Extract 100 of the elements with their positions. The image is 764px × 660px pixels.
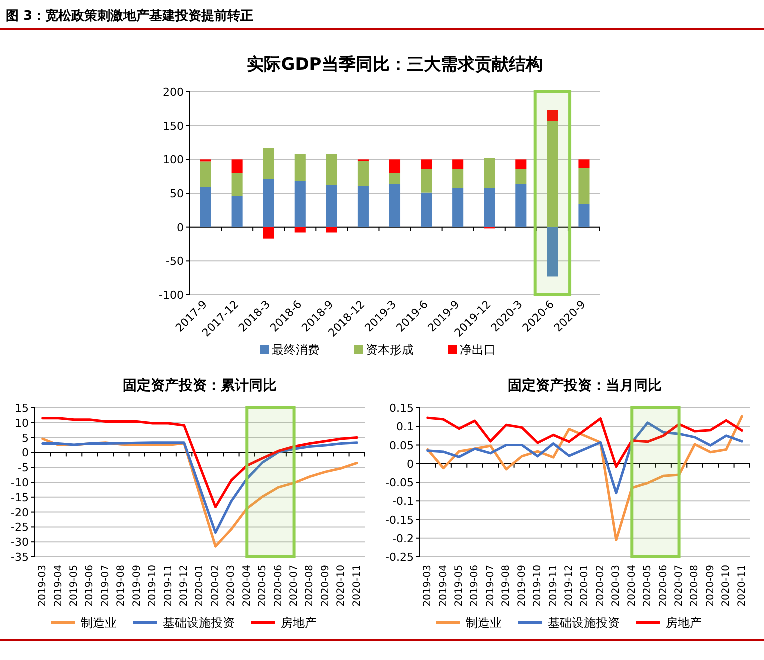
legend-label: 制造业 bbox=[81, 616, 117, 630]
x-tick-label: 2020-05 bbox=[642, 565, 654, 607]
bar bbox=[200, 162, 212, 188]
bar bbox=[516, 184, 527, 228]
x-tick-label: 2019-11 bbox=[548, 565, 560, 607]
bar bbox=[200, 187, 212, 228]
bar bbox=[263, 179, 274, 228]
bar bbox=[232, 160, 243, 174]
bar bbox=[484, 188, 496, 228]
x-tick-label: 2019-04 bbox=[53, 565, 64, 607]
y-tick-label: -0.1 bbox=[392, 495, 414, 508]
x-tick-label: 2020-09 bbox=[320, 565, 332, 607]
bar bbox=[547, 121, 558, 228]
line-series bbox=[42, 417, 358, 508]
x-tick-label: 2019-06 bbox=[84, 565, 96, 607]
y-tick-label: 100 bbox=[163, 154, 184, 167]
y-tick-label: 5 bbox=[22, 432, 29, 445]
x-tick-label: 2019-09 bbox=[132, 565, 143, 607]
bar bbox=[294, 181, 306, 228]
x-tick-label: 2019-07 bbox=[485, 565, 496, 607]
x-tick-label: 2019-12 bbox=[564, 565, 576, 607]
y-tick-label: 0.05 bbox=[390, 439, 414, 452]
bar bbox=[263, 227, 274, 239]
legend-label: 净出口 bbox=[460, 343, 496, 357]
y-tick-label: 0.15 bbox=[390, 402, 414, 415]
bar bbox=[294, 227, 306, 233]
bar bbox=[452, 169, 464, 188]
x-tick-label: 2020-10 bbox=[721, 565, 732, 607]
x-tick-label: 2019-03 bbox=[422, 565, 434, 607]
x-tick-label: 2020-11 bbox=[352, 565, 363, 607]
y-tick-label: -50 bbox=[166, 255, 184, 268]
y-tick-label: 0.1 bbox=[396, 420, 414, 434]
x-tick-label: 2020-03 bbox=[611, 565, 622, 607]
y-tick-label: -30 bbox=[11, 536, 29, 550]
line-series bbox=[426, 416, 744, 468]
x-tick-label: 2019-10 bbox=[148, 565, 159, 607]
x-tick-label: 2020-04 bbox=[242, 565, 253, 607]
y-tick-label: 50 bbox=[170, 188, 184, 200]
y-tick-label: -0.25 bbox=[386, 551, 414, 564]
y-tick-label: 0 bbox=[177, 221, 184, 234]
y-tick-label: 200 bbox=[163, 86, 184, 99]
bar bbox=[516, 160, 527, 170]
bar bbox=[547, 110, 558, 122]
y-tick-label: -25 bbox=[11, 521, 29, 534]
bar bbox=[358, 161, 369, 186]
x-tick-label: 2019-06 bbox=[470, 565, 481, 607]
bar bbox=[547, 227, 558, 277]
x-tick-label: 2020-05 bbox=[258, 565, 269, 607]
legend-label: 房地产 bbox=[281, 616, 317, 630]
legend-label: 资本形成 bbox=[366, 343, 414, 357]
bar bbox=[389, 184, 401, 228]
x-tick-label: 2019-05 bbox=[69, 565, 80, 607]
y-tick-label: -0.2 bbox=[392, 532, 414, 546]
x-tick-label: 2019-07 bbox=[100, 565, 112, 607]
line-series bbox=[426, 415, 744, 542]
bar bbox=[421, 169, 432, 193]
y-tick-label: -35 bbox=[11, 551, 29, 564]
chart-title: 固定资产投资：当月同比 bbox=[508, 377, 662, 394]
x-tick-label: 2020-07 bbox=[289, 565, 300, 607]
legend-label: 制造业 bbox=[466, 616, 502, 630]
bar bbox=[358, 186, 369, 228]
y-tick-label: -10 bbox=[11, 476, 29, 490]
bar bbox=[421, 192, 432, 228]
x-tick-label: 2019-08 bbox=[116, 565, 128, 607]
legend-label: 最终消费 bbox=[272, 343, 320, 357]
bar bbox=[516, 169, 527, 184]
x-tick-label: 2020-04 bbox=[626, 565, 638, 607]
chart-title: 固定资产投资：累计同比 bbox=[123, 377, 277, 394]
x-tick-label: 2020-03 bbox=[226, 565, 238, 607]
caption: 图 3：宽松政策刺激地产基建投资提前转正 bbox=[6, 8, 254, 24]
bar bbox=[263, 148, 274, 180]
y-tick-label: -5 bbox=[18, 462, 29, 475]
bar bbox=[326, 185, 338, 228]
y-tick-label: 10 bbox=[15, 416, 29, 430]
line-series bbox=[42, 442, 358, 534]
legend-label: 房地产 bbox=[666, 616, 702, 630]
x-tick-label: 2019-09 bbox=[516, 565, 528, 607]
y-tick-label: -20 bbox=[11, 506, 29, 520]
legend-label: 基础设施投资 bbox=[163, 616, 235, 630]
legend-label: 基础设施投资 bbox=[548, 616, 620, 630]
x-tick-label: 2019-05 bbox=[454, 565, 466, 607]
y-tick-label: -0.05 bbox=[386, 476, 414, 490]
x-tick-label: 2020-01 bbox=[194, 565, 206, 607]
bar bbox=[578, 160, 590, 168]
bar bbox=[452, 188, 464, 228]
bar bbox=[578, 168, 590, 204]
x-tick-label: 2020-08 bbox=[304, 565, 316, 607]
x-tick-label: 2020-08 bbox=[690, 565, 701, 607]
x-tick-label: 2020-02 bbox=[595, 565, 606, 607]
x-tick-label: 2020-06 bbox=[273, 565, 284, 607]
bar bbox=[389, 173, 401, 184]
y-tick-label: 0 bbox=[22, 446, 29, 460]
x-tick-label: 2020-11 bbox=[736, 565, 748, 607]
x-tick-label: 2020-09 bbox=[705, 565, 716, 607]
bar bbox=[484, 158, 496, 188]
x-tick-label: 2019-03 bbox=[38, 565, 49, 607]
bar bbox=[421, 160, 432, 170]
bar bbox=[578, 204, 590, 228]
x-tick-label: 2020-01 bbox=[580, 565, 591, 607]
x-tick-label: 2019-10 bbox=[532, 565, 544, 607]
